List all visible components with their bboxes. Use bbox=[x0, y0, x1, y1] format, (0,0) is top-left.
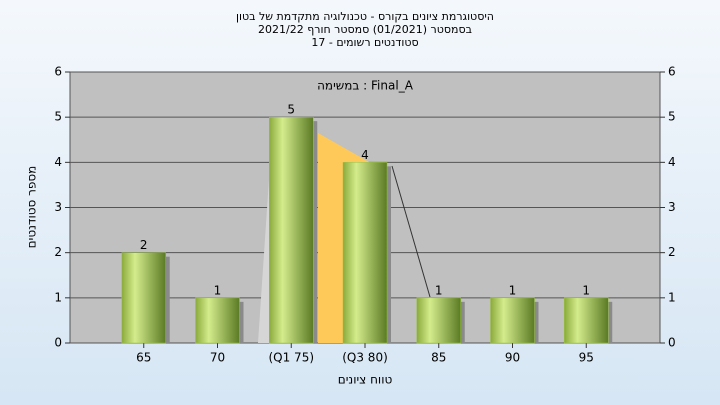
y2-tick-label: 0 bbox=[668, 336, 676, 350]
y2-tick-label: 2 bbox=[668, 245, 676, 259]
y-axis-title: מספר סטודנטים bbox=[25, 166, 39, 249]
value-label: 1 bbox=[214, 283, 222, 297]
chart-title: בסמסטר (01/2021) סמסטר חורף 2021/22 bbox=[258, 23, 472, 36]
y-tick-label: 2 bbox=[54, 245, 62, 259]
bar bbox=[490, 297, 535, 344]
x-tick-label: (Q3 80) bbox=[342, 351, 388, 365]
y2-tick-label: 3 bbox=[668, 200, 676, 214]
bar bbox=[269, 116, 314, 344]
decor-line bbox=[391, 165, 431, 298]
y-tick-label: 3 bbox=[54, 200, 62, 214]
y-tick-label: 6 bbox=[54, 65, 62, 79]
y2-tick-label: 4 bbox=[668, 155, 676, 169]
bar bbox=[121, 252, 166, 344]
y-tick-label: 4 bbox=[54, 155, 62, 169]
value-label: 1 bbox=[435, 283, 443, 297]
bar bbox=[195, 297, 240, 344]
value-label: 1 bbox=[509, 283, 517, 297]
value-label: 5 bbox=[287, 103, 295, 117]
value-label: 2 bbox=[140, 238, 148, 252]
title-block: היסטוגרמת ציונים בקורס - טכנולוגיה מתקדמ… bbox=[236, 10, 494, 49]
bar bbox=[342, 162, 388, 344]
x-tick-label: 90 bbox=[505, 351, 520, 365]
x-tick-label: 95 bbox=[579, 351, 594, 365]
x-axis-title: טווח ציונים bbox=[338, 373, 393, 387]
x-tick-label: 65 bbox=[136, 351, 151, 365]
bar bbox=[416, 297, 461, 344]
y-tick-label: 5 bbox=[54, 110, 62, 124]
bar bbox=[564, 297, 609, 344]
y-tick-label: 1 bbox=[54, 290, 62, 304]
value-label: 1 bbox=[582, 283, 590, 297]
y-tick-label: 0 bbox=[54, 336, 62, 350]
value-label: 4 bbox=[361, 148, 369, 162]
y2-tick-label: 1 bbox=[668, 290, 676, 304]
x-tick-label: 85 bbox=[431, 351, 446, 365]
x-tick-label: 70 bbox=[210, 351, 225, 365]
annotation: במשימה : Final_A bbox=[317, 79, 414, 93]
chart-title: היסטוגרמת ציונים בקורס - טכנולוגיה מתקדמ… bbox=[236, 10, 494, 23]
chart-title: סטודנטים רשומים - 17 bbox=[311, 36, 418, 49]
y2-tick-label: 5 bbox=[668, 110, 676, 124]
y2-tick-label: 6 bbox=[668, 65, 676, 79]
x-tick-label: (Q1 75) bbox=[268, 351, 314, 365]
